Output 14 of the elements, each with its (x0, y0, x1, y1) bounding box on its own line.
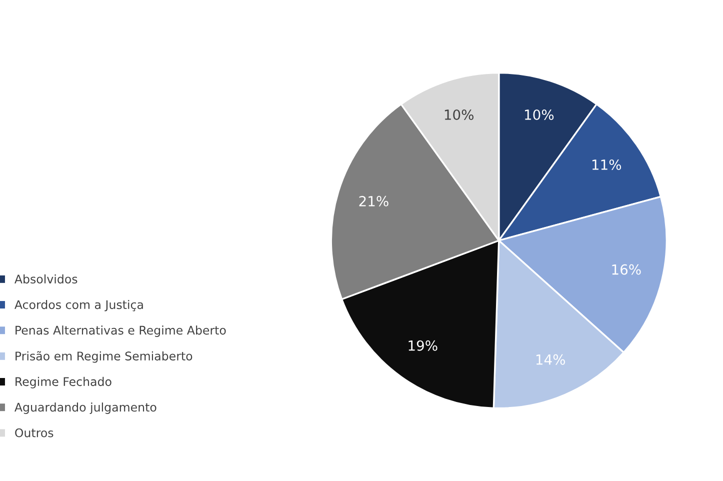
legend-label: Acordos com a Justiça (14, 300, 143, 312)
legend-label: Penas Alternativas e Regime Aberto (16, 326, 226, 337)
legend-label: Prisão em Regime Semiaberto (16, 351, 192, 363)
data-label: 14% (536, 354, 566, 365)
legend-label: Aguardando julgamento (14, 402, 156, 414)
data-label: 16% (612, 264, 641, 275)
data-label: 21% (359, 196, 388, 206)
data-label: 10% (444, 109, 474, 120)
legend-label: Absolvidos (14, 274, 78, 284)
data-label: 19% (408, 340, 438, 351)
data-label: 10% (525, 109, 554, 120)
data-label: 11% (592, 159, 622, 170)
legend-label: Regime Fechado (16, 376, 112, 388)
legend-label: Outros (15, 428, 54, 438)
